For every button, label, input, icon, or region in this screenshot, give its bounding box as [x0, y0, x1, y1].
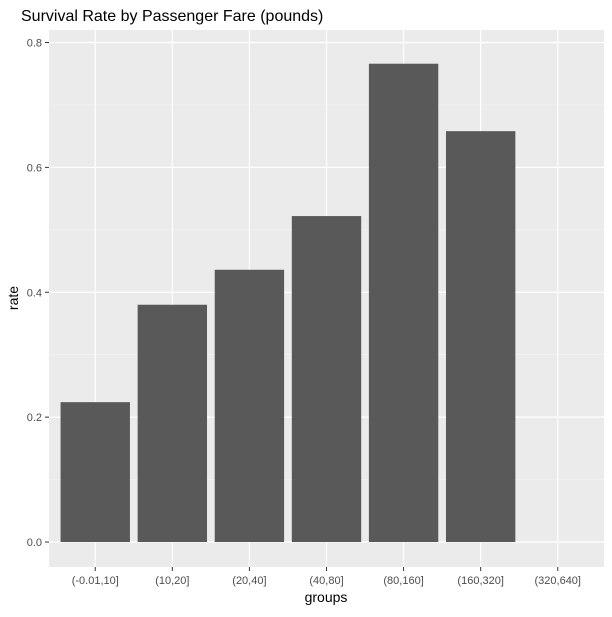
x-tick-label: (-0.01,10]: [72, 575, 119, 587]
x-tick-label: (80,160]: [383, 575, 423, 587]
y-tick-label: 0.4: [27, 287, 42, 299]
bars: [60, 63, 516, 543]
y-tick-label: 0.2: [27, 412, 42, 424]
bar: [214, 269, 285, 543]
x-tick-label: (40,80]: [309, 575, 343, 587]
bar: [291, 216, 362, 543]
y-tick-label: 0.6: [27, 162, 42, 174]
y-axis-label: rate: [5, 286, 21, 310]
y-tick-label: 0.0: [27, 537, 42, 549]
x-axis-ticks: (-0.01,10] (10,20] (20,40] (40,80] (80,160] (…: [72, 567, 581, 587]
x-tick-label: (320,640]: [535, 575, 581, 587]
bar: [368, 63, 439, 543]
chart-title: Survival Rate by Passenger Fare (pounds): [21, 8, 323, 25]
y-axis-ticks: 0.0 0.2 0.4 0.6 0.8: [27, 37, 49, 549]
x-tick-label: (160,320]: [457, 575, 503, 587]
x-tick-label: (20,40]: [232, 575, 266, 587]
bar: [60, 402, 130, 543]
bar: [445, 131, 516, 543]
x-axis-label: groups: [305, 589, 348, 605]
bar: [137, 304, 208, 543]
y-tick-label: 0.8: [27, 37, 42, 49]
x-tick-label: (10,20]: [155, 575, 189, 587]
